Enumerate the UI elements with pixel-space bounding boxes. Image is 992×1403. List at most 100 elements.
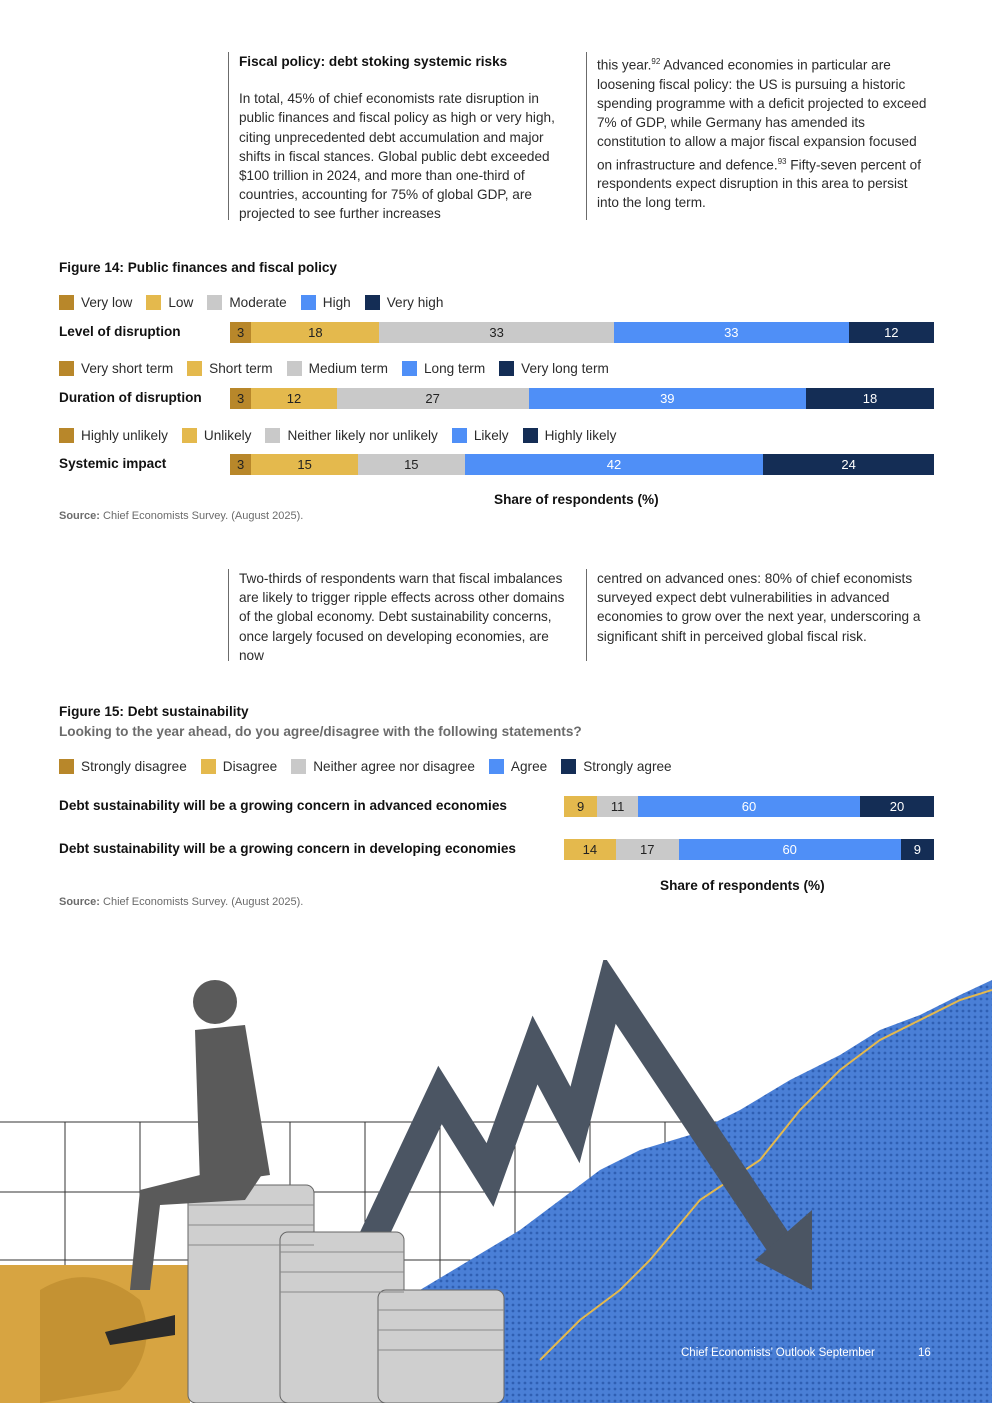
legend-swatch <box>146 295 162 310</box>
data-label: 15 <box>404 457 419 472</box>
legend-swatch <box>286 361 302 376</box>
legend-swatch <box>522 428 538 443</box>
stacked-bar-15: 14 17 60 9 <box>564 839 934 860</box>
bar-segment: 15 <box>251 454 358 475</box>
legend-item: Short term <box>187 361 273 376</box>
legend-swatch <box>59 428 74 443</box>
figure-15-subtitle: Looking to the year ahead, do you agree/… <box>59 724 582 739</box>
bar-segment: 12 <box>251 388 337 409</box>
bar-segment: 18 <box>251 322 380 343</box>
legend-swatch <box>401 361 417 376</box>
bar-segment: 14 <box>564 839 616 860</box>
bar-segment: 11 <box>597 796 638 817</box>
data-label: 11 <box>610 799 625 814</box>
data-label: 9 <box>913 842 921 857</box>
bar-segment: 42 <box>464 454 764 475</box>
stacked-bar: 3 18 33 33 12 <box>230 322 934 343</box>
row-label-duration-of-disruption: Duration of disruption <box>59 390 202 405</box>
data-label: 33 <box>724 325 739 340</box>
legend-swatch <box>59 295 74 310</box>
legend-item: Agree <box>488 759 547 774</box>
bar-segment: 9 <box>900 839 934 860</box>
paragraph: centred on advanced ones: 80% of chief e… <box>597 571 921 644</box>
legend-swatch <box>300 295 316 310</box>
legend-item: Strongly disagree <box>59 759 187 774</box>
bar-segment: 39 <box>528 388 806 409</box>
bar-segment: 18 <box>805 388 934 409</box>
legend-swatch <box>187 361 203 376</box>
row-label-systemic-impact: Systemic impact <box>59 456 167 471</box>
data-label: 15 <box>297 457 312 472</box>
legend-item: Strongly agree <box>561 759 672 774</box>
bar-segment: 27 <box>336 388 529 409</box>
data-label: 18 <box>862 391 878 406</box>
legend-swatch <box>59 759 74 774</box>
bar-segment: 9 <box>564 796 598 817</box>
data-label: 60 <box>782 842 797 857</box>
data-label: 17 <box>640 842 655 857</box>
coin-stacks <box>187 1184 505 1403</box>
legend-swatch <box>364 295 380 310</box>
bar-segment: 17 <box>615 839 679 860</box>
legend-item: Very short term <box>59 361 173 376</box>
legend-swatch <box>207 295 223 310</box>
bar-segment: 3 <box>230 322 252 343</box>
legend-item: Medium term <box>286 361 388 376</box>
row-label-level-of-disruption: Level of disruption <box>59 324 181 339</box>
legend-duration: Very short term Short term Medium term L… <box>59 361 623 376</box>
legend-swatch <box>265 428 281 443</box>
legend-agreement: Strongly disagree Disagree Neither agree… <box>59 759 686 774</box>
data-label: 27 <box>425 391 440 406</box>
page-number: 16 <box>918 1347 931 1359</box>
bar-segment: 60 <box>678 839 901 860</box>
section-heading: Fiscal policy: debt stoking systemic ris… <box>239 54 508 69</box>
figure-15-source: Source: Chief Economists Survey. (August… <box>59 896 304 908</box>
paragraph: this year.92 Advanced economies in parti… <box>597 57 927 211</box>
gold-trend-line <box>539 989 992 1361</box>
legend-item: Long term <box>401 361 485 376</box>
bar-segment: 3 <box>230 388 252 409</box>
legend-swatch <box>499 361 515 376</box>
legend-swatch <box>59 361 74 376</box>
legend-item: Neither agree nor disagree <box>291 759 475 774</box>
bar-segment: 33 <box>613 322 849 343</box>
bar-segment: 60 <box>637 796 860 817</box>
figure-14-axis-title: Share of respondents (%) <box>494 492 659 507</box>
legend-item: Likely <box>451 428 509 443</box>
legend-item: Unlikely <box>181 428 251 443</box>
bar-segment: 20 <box>859 796 934 817</box>
legend-item: Moderate <box>207 295 287 310</box>
bar-segment: 15 <box>357 454 465 475</box>
data-label: 20 <box>889 799 905 814</box>
legend-swatch <box>451 428 467 443</box>
figure-14-source: Source: Chief Economists Survey. (August… <box>59 510 304 522</box>
legend-swatch <box>488 759 504 774</box>
legend-swatch <box>200 759 216 774</box>
footnote-ref[interactable]: 92 <box>651 57 661 66</box>
text-column-left: Fiscal policy: debt stoking systemic ris… <box>228 52 569 221</box>
text-column-right: this year.92 Advanced economies in parti… <box>586 52 933 220</box>
figure-15-title: Figure 15: Debt sustainability <box>59 704 249 719</box>
footnote-ref[interactable]: 93 <box>777 156 787 166</box>
data-label: 42 <box>606 457 622 472</box>
legend-swatch <box>181 428 197 443</box>
seated-man <box>105 980 270 1345</box>
stacked-bar: 3 12 27 39 18 <box>230 388 934 409</box>
legend-swatch <box>291 759 307 774</box>
arrow-head-icon <box>755 1210 812 1290</box>
stacked-bar-15: 9 11 60 20 <box>564 796 934 817</box>
figure-14-title: Figure 14: Public finances and fiscal po… <box>59 260 337 275</box>
data-label: 18 <box>308 325 323 340</box>
bar-segment: 33 <box>379 322 614 343</box>
data-label: 9 <box>577 799 585 814</box>
footer-title: Chief Economists’ Outlook September <box>681 1347 875 1359</box>
data-label: 39 <box>660 391 675 406</box>
legend-level: Very low Low Moderate High Very high <box>59 295 457 310</box>
bar-segment: 12 <box>848 322 934 343</box>
text-column-left: Two-thirds of respondents warn that fisc… <box>228 569 569 663</box>
legend-item: Disagree <box>200 759 277 774</box>
data-label: 12 <box>884 325 899 340</box>
decorative-illustration <box>0 960 992 1403</box>
legend-item: Low <box>146 295 193 310</box>
bar-segment: 3 <box>230 454 252 475</box>
